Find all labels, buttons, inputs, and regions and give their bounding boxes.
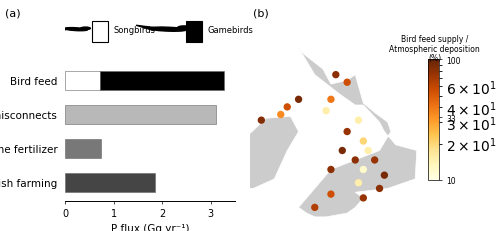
Point bbox=[327, 168, 335, 172]
Circle shape bbox=[80, 28, 90, 30]
Point bbox=[294, 98, 302, 102]
Bar bbox=[92, 22, 108, 43]
Ellipse shape bbox=[149, 28, 186, 32]
Circle shape bbox=[178, 27, 190, 30]
Point bbox=[343, 130, 351, 134]
Point bbox=[322, 109, 330, 113]
Text: (%): (%) bbox=[428, 54, 441, 63]
Point bbox=[360, 196, 368, 200]
Point bbox=[327, 98, 335, 102]
Bar bbox=[65, 72, 100, 90]
Point bbox=[277, 113, 285, 117]
Point bbox=[380, 173, 388, 177]
Text: Gamebirds: Gamebirds bbox=[207, 26, 253, 34]
Point bbox=[360, 140, 368, 143]
Point bbox=[364, 149, 372, 153]
Point bbox=[343, 81, 351, 85]
Text: Atmospheric deposition: Atmospheric deposition bbox=[389, 45, 480, 54]
Point bbox=[354, 181, 362, 185]
Ellipse shape bbox=[64, 28, 88, 32]
Text: (a): (a) bbox=[5, 8, 20, 18]
Polygon shape bbox=[136, 26, 162, 31]
Point bbox=[354, 119, 362, 122]
Point bbox=[360, 168, 368, 172]
Text: (b): (b) bbox=[252, 8, 268, 18]
Bar bbox=[100, 72, 224, 90]
Point bbox=[338, 149, 346, 153]
X-axis label: P flux (Gg yr⁻¹): P flux (Gg yr⁻¹) bbox=[111, 223, 189, 231]
Point bbox=[370, 158, 378, 162]
Point bbox=[283, 106, 291, 109]
Bar bbox=[65, 173, 155, 192]
Text: Bird feed supply /: Bird feed supply / bbox=[401, 35, 468, 44]
Point bbox=[351, 158, 359, 162]
Point bbox=[327, 192, 335, 196]
Polygon shape bbox=[56, 29, 66, 30]
Polygon shape bbox=[222, 117, 298, 189]
Bar bbox=[65, 139, 102, 158]
Bar bbox=[186, 22, 202, 43]
Text: Songbirds: Songbirds bbox=[114, 26, 156, 34]
Point bbox=[376, 187, 384, 191]
Point bbox=[258, 119, 266, 122]
Point bbox=[332, 73, 340, 77]
Bar bbox=[65, 106, 216, 124]
Point bbox=[311, 206, 319, 209]
Polygon shape bbox=[297, 47, 417, 217]
